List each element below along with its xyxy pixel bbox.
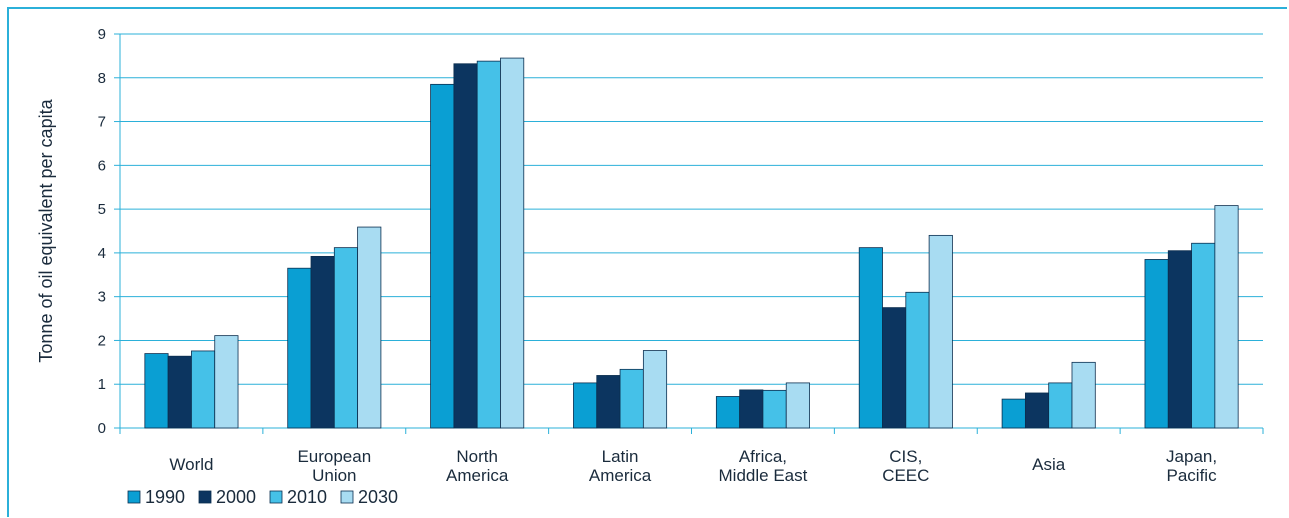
bar	[1048, 382, 1073, 429]
bar	[1167, 250, 1192, 429]
bar	[642, 350, 668, 429]
y-tick-label: 6	[98, 157, 106, 174]
y-tick-label: 4	[98, 245, 106, 262]
x-category-label: Latin America	[589, 447, 652, 485]
x-category-label: North America	[446, 447, 509, 485]
bar	[333, 247, 359, 429]
y-tick-label: 1	[98, 376, 106, 393]
x-category-label-line: America	[446, 466, 509, 485]
y-tick-label: 5	[98, 201, 106, 218]
bar	[928, 234, 953, 429]
x-category-label-line: Latin	[602, 447, 639, 466]
bar	[500, 57, 525, 429]
bar	[596, 375, 621, 429]
bar	[1071, 361, 1096, 429]
y-axis-label: Tonne of oil equivalent per capita	[36, 98, 56, 362]
legend-swatch	[127, 490, 141, 504]
x-category-label-line: Asia	[1032, 455, 1066, 474]
x-category-label-line: Middle East	[719, 466, 808, 485]
bar	[573, 382, 598, 429]
x-category-label: World	[169, 455, 213, 474]
bar	[287, 267, 312, 429]
x-category-label-line: Pacific	[1167, 466, 1218, 485]
gridlines	[120, 33, 1263, 385]
x-category-label-line: America	[589, 466, 652, 485]
x-category-label-line: World	[169, 455, 213, 474]
bar	[144, 353, 169, 429]
bar	[214, 335, 239, 429]
bar	[785, 382, 810, 429]
x-category-label: Asia	[1032, 455, 1066, 474]
bar	[739, 389, 764, 429]
y-tick-label: 8	[98, 70, 106, 87]
bar	[1024, 392, 1050, 429]
y-tick-label: 9	[98, 26, 106, 43]
y-tick-label: 7	[98, 114, 106, 131]
y-tick-label: 0	[98, 420, 106, 437]
x-category-label-line: CEEC	[882, 466, 929, 485]
bar	[1001, 398, 1026, 429]
bar	[882, 307, 907, 429]
x-category-label-line: Japan,	[1166, 447, 1217, 466]
bar	[1144, 259, 1169, 429]
x-category-label-line: Union	[312, 466, 356, 485]
bars	[144, 57, 1239, 429]
x-category-label-line: Africa,	[739, 447, 787, 466]
legend-swatch	[198, 490, 212, 504]
legend-label: 2010	[287, 487, 327, 507]
bar	[1191, 242, 1216, 429]
bar	[858, 247, 883, 429]
bar	[191, 350, 216, 429]
x-category-label-line: CIS,	[889, 447, 922, 466]
x-category-label: Africa, Middle East	[719, 447, 808, 485]
legend-label: 2000	[216, 487, 256, 507]
y-tick-label: 3	[98, 289, 106, 306]
x-category-label: European Union	[297, 447, 371, 485]
bar	[1214, 205, 1239, 429]
bar	[762, 389, 787, 429]
bar	[715, 396, 741, 429]
bar	[310, 255, 335, 429]
legend-label: 2030	[358, 487, 398, 507]
x-category-label-line: North	[456, 447, 498, 466]
bar	[453, 63, 478, 429]
x-category-label-line: European	[297, 447, 371, 466]
x-category-label: Japan, Pacific	[1166, 447, 1217, 485]
legend: 1990 2000 2010 2030	[127, 487, 398, 507]
legend-label: 1990	[145, 487, 185, 507]
bar	[619, 368, 644, 429]
x-category-label: CIS, CEEC	[882, 447, 929, 485]
bar	[167, 355, 192, 429]
bar	[905, 291, 930, 429]
bar	[357, 226, 382, 429]
legend-swatch	[340, 490, 354, 504]
bar	[476, 60, 501, 429]
chart-frame	[7, 7, 1287, 517]
legend-swatch	[269, 490, 283, 504]
y-tick-label: 2	[98, 332, 106, 349]
bar	[430, 83, 455, 429]
